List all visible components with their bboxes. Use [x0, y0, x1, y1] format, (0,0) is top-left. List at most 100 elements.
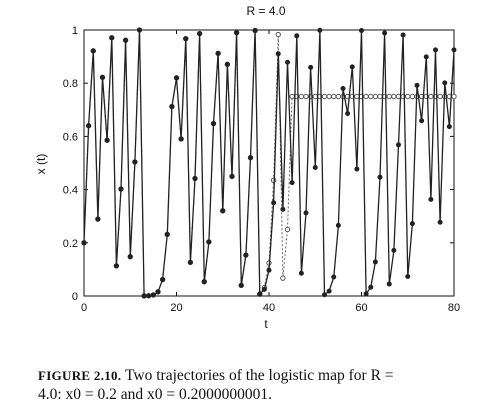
series-1-point	[396, 142, 401, 148]
series-1-point	[372, 259, 378, 265]
y-axis-label: x (t)	[34, 154, 48, 175]
series-1-point	[437, 219, 443, 225]
series-1-point	[183, 36, 189, 42]
series-2-point	[280, 275, 286, 281]
series-1-point	[257, 291, 263, 297]
series-1-point	[118, 186, 124, 192]
series-1-point	[113, 263, 119, 269]
series-1-point	[308, 64, 314, 70]
y-tick-label: 1	[72, 25, 78, 37]
series-1-point	[391, 247, 397, 253]
series-1-point	[132, 159, 138, 165]
x-tick-label: 20	[170, 302, 182, 314]
series-1-point	[386, 281, 392, 287]
y-tick-label: 0.8	[63, 78, 78, 90]
series-1-point	[428, 196, 434, 202]
caption-label: FIGURE 2.10.	[38, 368, 122, 383]
series-1-point	[275, 51, 281, 57]
y-tick-label: 0.4	[63, 185, 78, 197]
series-1-point	[137, 27, 142, 33]
series-2-point	[303, 93, 309, 100]
series-1-point	[326, 288, 332, 294]
series-1-point	[81, 240, 87, 246]
series-2-point	[451, 93, 457, 100]
series-1-point	[340, 85, 346, 91]
series-1-point	[160, 277, 166, 283]
logistic-map-figure: R = 4.0 0 20 40 60 80 0 0.2 0.4 0.6 0.8 1 t x (t)	[34, 4, 460, 330]
x-tick-label: 0	[81, 302, 87, 314]
series-1-point	[234, 30, 240, 36]
series-1-point	[211, 121, 216, 127]
series-2-point	[326, 93, 332, 100]
series-1-point	[442, 80, 448, 86]
series-1-point	[174, 75, 179, 81]
series-1-point	[104, 137, 110, 143]
series-1-point	[90, 48, 96, 54]
y-tick-label: 0.2	[63, 238, 78, 250]
figure-caption: FIGURE 2.10. Two trajectories of the log…	[38, 366, 468, 404]
series-1-point	[252, 27, 258, 33]
series-2-point	[405, 93, 411, 100]
series-1-point	[349, 64, 355, 70]
series-1-point	[271, 200, 277, 206]
series-1-point	[164, 231, 170, 237]
caption-line-1: Two trajectories of the logistic map for…	[121, 367, 394, 384]
series-1-point	[100, 74, 105, 80]
series-1-point	[197, 31, 203, 37]
series-2-point	[354, 93, 360, 100]
series-1-point	[86, 123, 92, 129]
series-1-point	[95, 216, 101, 222]
series-2-point	[331, 93, 337, 100]
series-1-point	[433, 47, 438, 53]
series-2-point	[437, 93, 443, 100]
series-2-point	[386, 93, 392, 100]
series-1-point	[331, 274, 337, 280]
series-1-point	[229, 173, 235, 179]
series-1-point	[382, 30, 388, 36]
x-tick-label: 80	[448, 302, 460, 314]
series-1-point	[141, 293, 147, 299]
series-1-point	[261, 286, 267, 292]
chart-title: R = 4.0	[246, 4, 285, 18]
series-1-point	[400, 32, 406, 38]
x-axis-label: t	[264, 317, 268, 330]
series-1-point	[169, 104, 175, 110]
series-1-point	[345, 111, 351, 117]
series-2-point	[275, 31, 281, 38]
series-1-point	[248, 155, 253, 161]
series-2-point	[289, 93, 295, 100]
series-1-point	[446, 124, 452, 130]
series-1-point	[127, 254, 133, 260]
series-1-point	[220, 208, 226, 214]
series-2-point	[321, 93, 328, 100]
y-tick-label: 0	[72, 291, 78, 303]
series-1-point	[285, 59, 290, 65]
series-1-point	[238, 282, 244, 288]
series-1-point	[451, 47, 457, 53]
series-1-point	[423, 54, 429, 60]
series-1-point	[312, 164, 318, 170]
series-2-point	[409, 93, 416, 100]
series-1-point	[178, 136, 184, 142]
series-2-line	[83, 29, 454, 297]
x-tick-label: 40	[263, 302, 275, 314]
series-1-point	[155, 289, 161, 295]
series-1-point	[322, 292, 327, 298]
y-tick-label: 0.6	[63, 131, 78, 143]
series-2-point	[312, 93, 318, 100]
series-2-point	[284, 226, 291, 233]
series-1-point	[354, 166, 360, 172]
series-2-point	[428, 93, 434, 100]
series-1-point	[359, 28, 364, 34]
caption-line-2: 4.0: x0 = 0.2 and x0 = 0.2000000001.	[38, 386, 273, 403]
x-tick-label: 60	[355, 302, 367, 314]
series-1-point	[377, 174, 383, 180]
series-1-point	[419, 118, 425, 124]
series-1-point	[405, 273, 411, 279]
series-1-point	[363, 291, 369, 297]
series-2-point	[377, 93, 383, 100]
series-1-point	[243, 252, 249, 258]
series-1-point	[335, 222, 341, 228]
series-1-point	[206, 239, 212, 245]
series-1-point	[146, 293, 152, 299]
